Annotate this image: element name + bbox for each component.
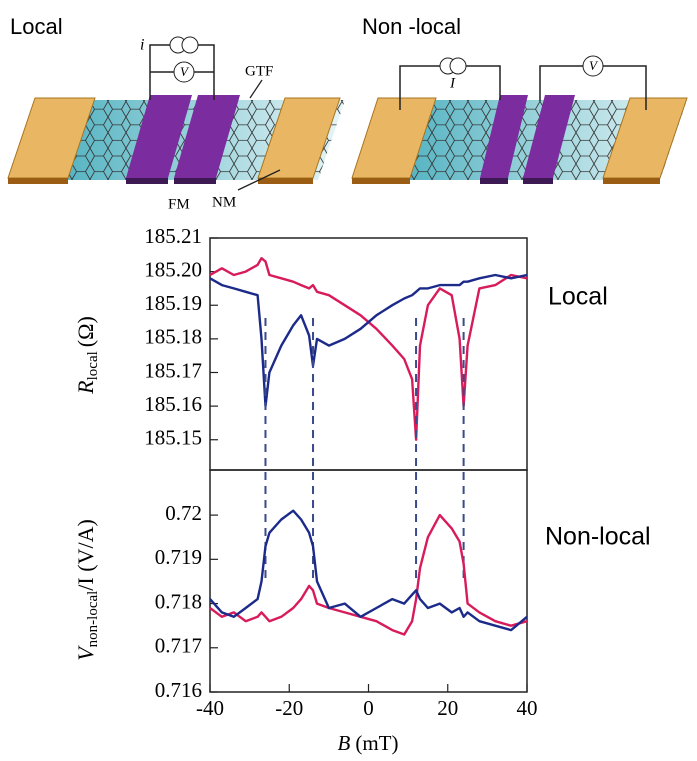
y-tick-label: 185.17 [144,358,202,382]
diagram-title: Local [10,14,63,39]
x-tick-label: 0 [363,696,374,720]
plot-frame [209,469,528,693]
local-diagram: Local i V GTF FM NM [7,14,345,212]
y-tick-label: 0.719 [155,545,202,569]
y-tick-label: 185.16 [144,392,202,416]
current-label: I [449,75,456,91]
xlabel-unit: (mT) [355,731,398,755]
y-tick-label: 185.21 [144,224,202,248]
data-line [209,273,528,408]
y-tick-label: 185.15 [144,426,202,450]
x-axis-label: B (mT) [338,731,399,755]
ylabel-subscript: non-local [85,591,101,648]
x-tick-label: 20 [437,696,458,720]
ylabel-unit: (Ω) [73,316,98,347]
ylabel-symbol: V [73,645,98,661]
plot-frame [209,237,528,471]
voltmeter-label: V [589,58,599,73]
xlabel-symbol: B [338,731,351,755]
ylabel-symbol: R [73,380,98,395]
x-tick-label: -20 [275,696,303,720]
diagram-title: Non -local [362,14,461,39]
y-tick-label: 185.18 [144,325,202,349]
fm-label: FM [168,196,190,212]
gtf-label: GTF [245,63,273,79]
y-tick-label: 0.717 [155,634,202,658]
x-tick-label: -40 [196,696,224,720]
y-tick-label: 0.72 [165,501,202,525]
x-tick-label: 40 [517,696,538,720]
y-tick-label: 185.20 [144,257,202,281]
y-axis-label: Rlocal (Ω) [73,316,101,395]
y-tick-label: 185.19 [144,291,202,315]
nonlocal-diagram: Non -local I V [351,14,688,184]
y-tick-label: 0.716 [155,678,202,702]
ylabel-subscript: local [85,351,101,380]
panel-annotation: Non-local [545,523,651,551]
y-tick-label: 0.718 [155,589,202,613]
voltmeter-label: V [180,64,190,79]
y-axis-label: Vnon-local/I (V/A) [73,519,101,661]
panel-annotation: Local [548,283,608,311]
data-line [209,513,528,636]
ylabel-unit: /I (V/A) [73,519,98,590]
nm-label: NM [212,194,236,210]
data-line [209,509,528,632]
current-label: i [140,37,144,54]
data-line [209,257,528,441]
